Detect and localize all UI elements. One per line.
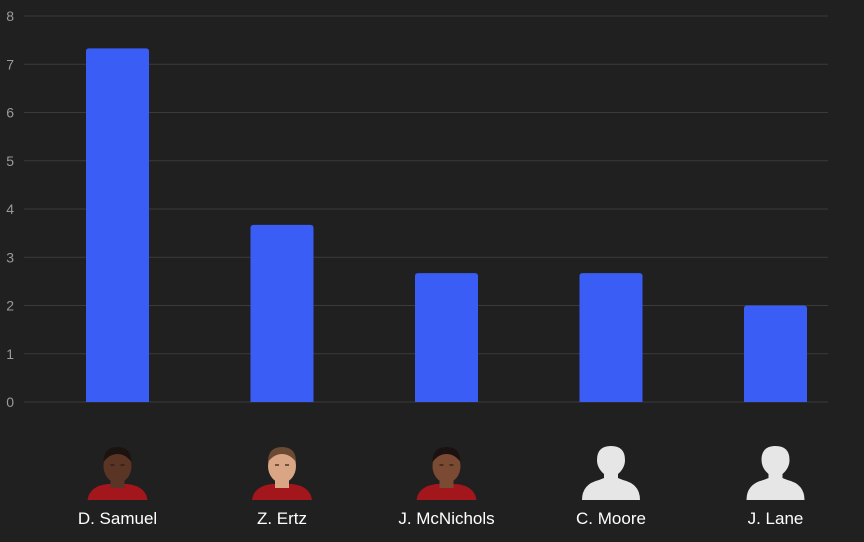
player-name-label: C. Moore bbox=[576, 509, 646, 528]
avatar bbox=[746, 446, 805, 500]
player-avatars bbox=[87, 446, 805, 500]
x-axis-labels: D. Samuel Z. Ertz J. McNichols C. Moore J. L… bbox=[78, 509, 804, 528]
y-tick-label: 8 bbox=[6, 8, 14, 24]
player-photo-icon bbox=[87, 447, 148, 500]
bar bbox=[744, 305, 807, 402]
y-tick-label: 7 bbox=[6, 56, 14, 72]
avatar bbox=[87, 447, 148, 500]
y-tick-label: 2 bbox=[6, 298, 14, 314]
bars bbox=[86, 48, 807, 402]
placeholder-avatar-icon bbox=[582, 446, 640, 500]
y-tick-label: 3 bbox=[6, 249, 14, 265]
bar bbox=[250, 224, 314, 402]
placeholder-avatar-icon bbox=[746, 446, 805, 500]
y-tick-label: 6 bbox=[6, 105, 14, 121]
avatar bbox=[416, 447, 477, 500]
player-name-label: J. McNichols bbox=[398, 509, 494, 528]
player-name-label: D. Samuel bbox=[78, 509, 157, 528]
y-tick-label: 4 bbox=[6, 201, 14, 217]
y-axis-ticks: 0 1 2 3 4 5 6 7 8 bbox=[6, 8, 14, 410]
avatar bbox=[582, 446, 640, 500]
bar bbox=[579, 273, 643, 402]
y-tick-label: 5 bbox=[6, 153, 14, 169]
player-name-label: Z. Ertz bbox=[257, 509, 307, 528]
y-tick-label: 0 bbox=[6, 394, 14, 410]
bar bbox=[86, 48, 149, 402]
grid-lines bbox=[24, 15, 828, 403]
bar bbox=[415, 273, 478, 402]
avatar bbox=[252, 447, 312, 500]
player-name-label: J. Lane bbox=[748, 509, 804, 528]
player-photo-icon bbox=[252, 447, 312, 500]
y-tick-label: 1 bbox=[6, 346, 14, 362]
player-photo-icon bbox=[416, 447, 477, 500]
